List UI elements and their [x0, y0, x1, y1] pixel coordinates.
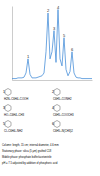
x-axis	[13, 80, 93, 81]
structure: 2 C6H5–CONH2	[52, 89, 72, 101]
structure-number: 2	[52, 90, 54, 94]
structure: 1 H2N–C6H4–COOH	[3, 89, 28, 101]
structure: 5 Cl–C6H4–NH2	[3, 121, 23, 133]
structure-formula: C6H5–CONH2	[53, 97, 72, 101]
structure: 4 C6H5–COOCH3	[52, 105, 74, 117]
x-axis-line	[13, 80, 93, 81]
y-axis	[12, 7, 13, 81]
structure-number: 6	[52, 122, 54, 126]
structure-number: 1	[3, 90, 5, 94]
ring	[5, 89, 11, 96]
caption-line: Stationary phase: silica (5 µm) grafted …	[2, 149, 52, 153]
structure-number: 3	[3, 106, 5, 110]
peak-label: 1	[27, 54, 30, 59]
ring	[54, 121, 60, 128]
structure-number: 4	[52, 106, 54, 110]
ring	[5, 105, 11, 112]
structure-formula: Cl–C6H4–NH2	[4, 129, 23, 133]
ring	[5, 121, 11, 128]
structure: 3 HO–C6H4–CH3	[3, 105, 24, 117]
caption-line: pH = 7.5 adjusted by addition of phospho…	[2, 161, 58, 165]
peak-label: 4	[57, 5, 60, 10]
caption-line: Column: length, 15 cm; internal diameter…	[2, 143, 59, 147]
peak-label: 6	[71, 47, 74, 52]
peak-label: 2	[47, 8, 50, 13]
ring	[54, 89, 60, 96]
figure: 1 2 3 4 5 6 1 H2N–C6H4–COOH 2 C6H5–CONH2 3 HO–C6H4–…	[0, 0, 100, 176]
plot-area	[12, 10, 92, 79]
chromatogram-trace	[12, 10, 92, 79]
ring	[54, 105, 60, 112]
caption-line: Mobile phase: phosphate buffer/acetonitr…	[2, 155, 52, 159]
structure: 6 C6H5–N(CH3)2	[52, 121, 73, 133]
peak-label: 3	[53, 26, 56, 31]
peak-label: 5	[63, 33, 66, 38]
structure-formula: C6H5–N(CH3)2	[53, 129, 73, 133]
y-axis-line	[12, 7, 13, 81]
structure-formula: C6H5–COOCH3	[53, 113, 74, 117]
structure-number: 5	[3, 122, 5, 126]
structure-formula: H2N–C6H4–COOH	[4, 97, 28, 101]
structure-formula: HO–C6H4–CH3	[4, 113, 24, 117]
